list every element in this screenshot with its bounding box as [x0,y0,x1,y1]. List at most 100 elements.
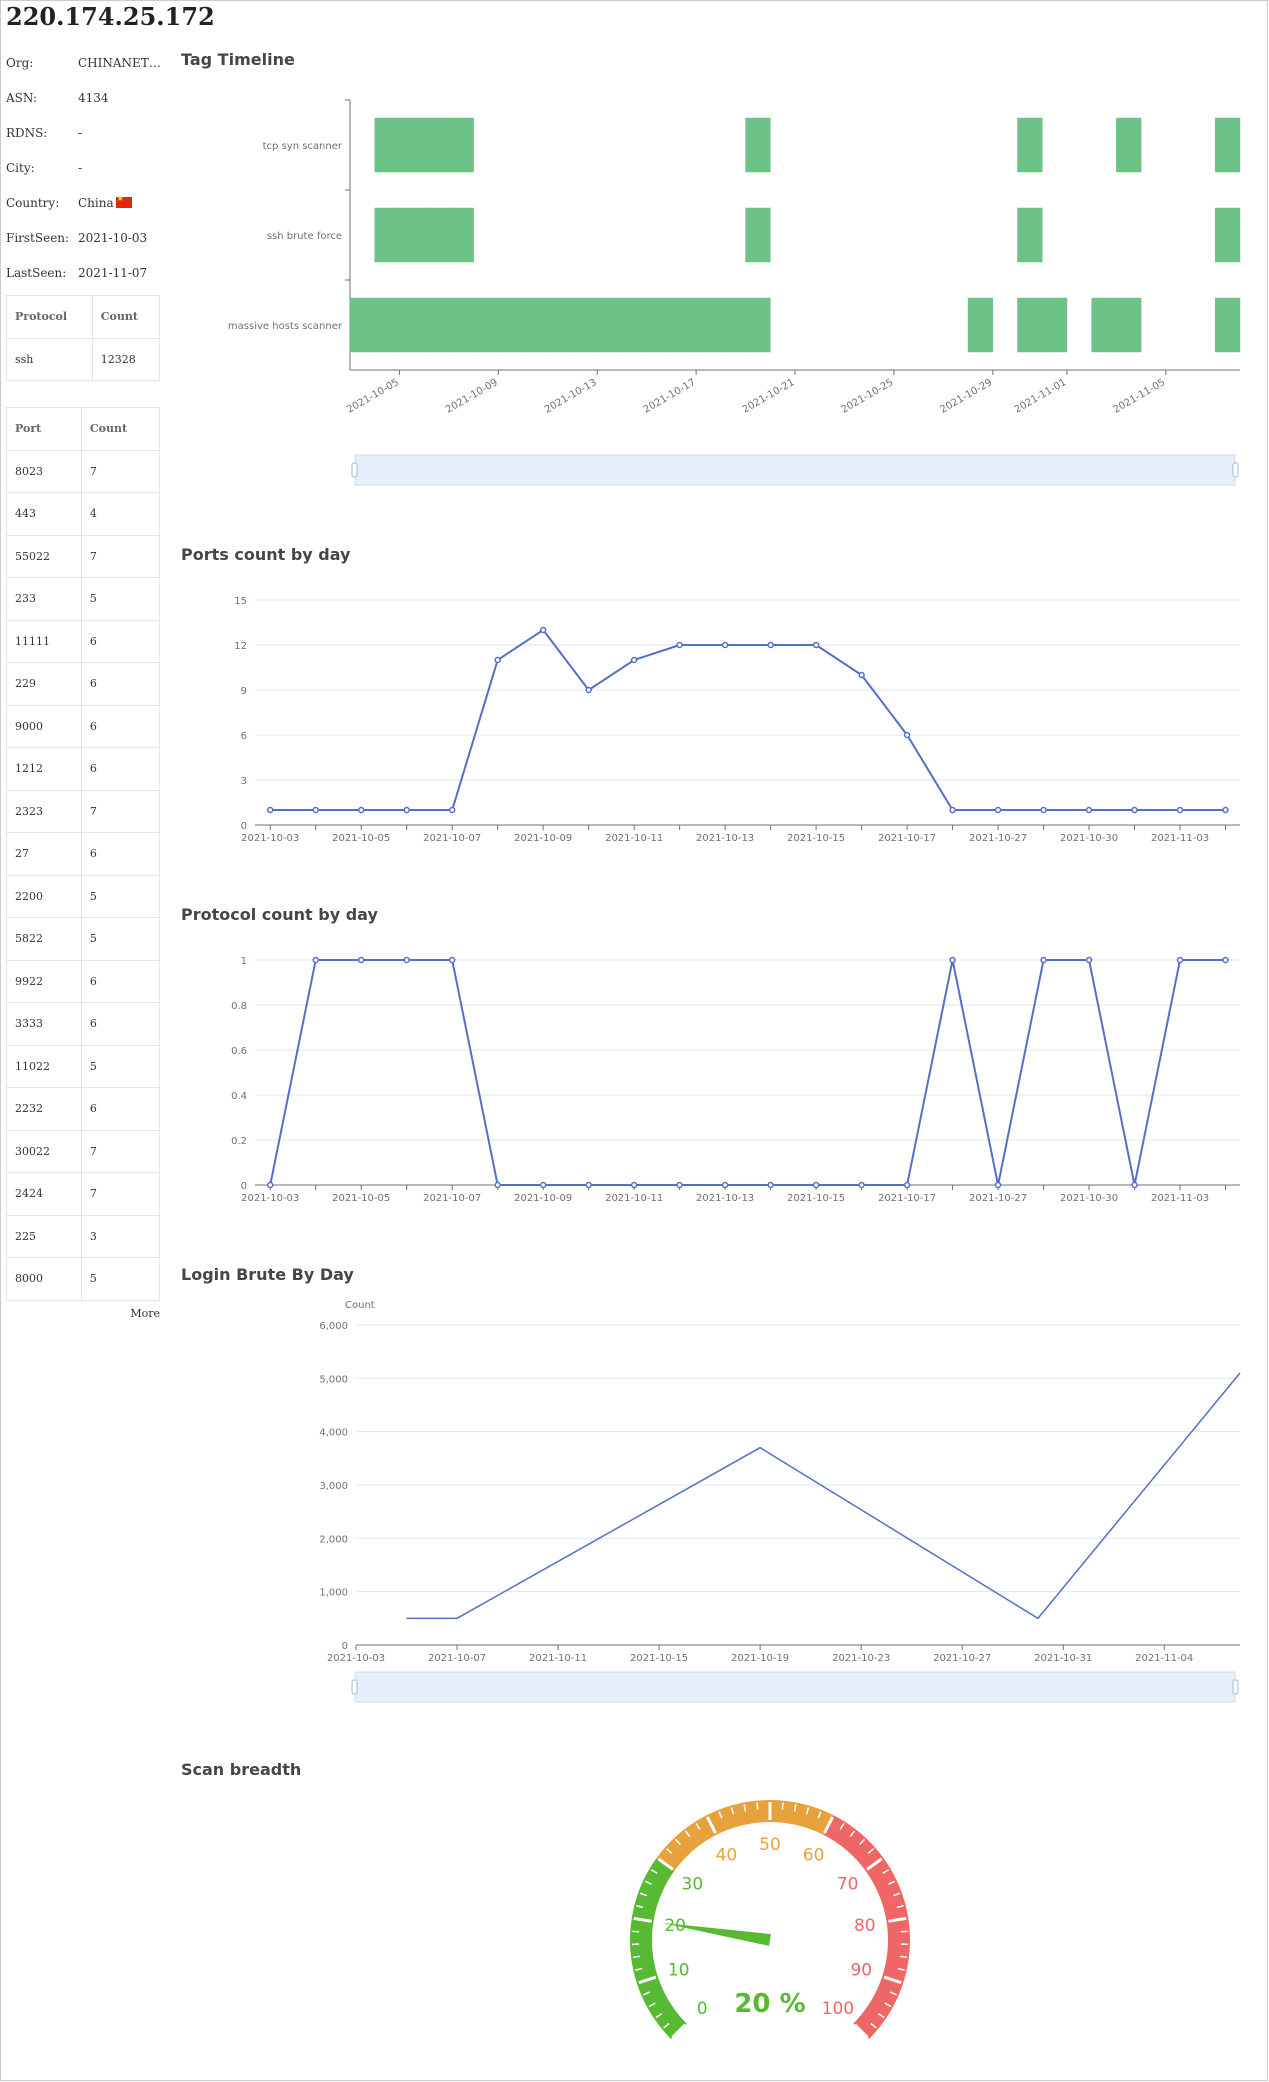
info-value: - [78,126,83,140]
data-point [949,806,956,814]
data-point [1222,806,1229,814]
gauge-minor-tick [884,2002,892,2008]
table-cell: 233 [6,577,82,621]
gauge-minor-tick [663,2022,670,2029]
gauge-major-tick [657,1857,674,1871]
gauge-minor-tick [896,1904,904,1909]
table-cell: 2424 [6,1172,82,1216]
table-row: 2232 6 [6,1087,161,1131]
table-cell: 2323 [6,789,82,833]
table-row: 3333 6 [6,1002,161,1046]
table-cell: 5 [80,917,161,961]
table-cell: 12328 [91,337,161,381]
y-tick-label: 3,000 [319,1481,348,1492]
table-row: 8023 7 [6,449,161,493]
gauge-major-tick [883,1975,902,1985]
timeline-bar [1215,207,1241,263]
timeline-bar [745,117,771,173]
table-cell: 6 [80,959,161,1003]
gauge-minor-tick [730,1807,735,1815]
x-tick-label: 2021-10-03 [327,1653,385,1664]
info-label: Org: [6,56,34,70]
data-zoom-slider[interactable] [354,1671,1236,1703]
timeline-bar [1041,297,1068,353]
gauge-major-tick [671,2023,687,2039]
x-tick-label: 2021-10-15 [787,1193,845,1204]
x-tick-label: 2021-10-29 [938,377,994,416]
gauge-minor-tick [644,1880,652,1885]
y-tick-label: 9 [241,686,247,697]
zoom-handle-right[interactable] [1232,462,1239,478]
gauge-minor-tick [632,1955,641,1959]
table-header-row: Protocol Count [6,295,161,339]
gauge-major-tick [633,1916,652,1923]
timeline-bar [473,297,499,353]
y-tick-label: 0 [241,821,247,832]
table-cell: 9000 [6,704,82,748]
table-cell: 5822 [6,917,82,961]
timeline-bar [399,297,425,353]
gauge-minor-tick [743,1804,747,1812]
gauge-pointer [661,1922,771,1946]
timeline-bar [349,297,375,353]
protocol-table: Protocol Count ssh 12328 [6,295,161,381]
data-point [858,1181,865,1189]
y-tick-label: 2,000 [319,1534,348,1545]
table-row: 443 4 [6,492,161,536]
gauge-minor-tick [650,1869,658,1874]
gauge-minor-tick [893,1892,901,1897]
gauge-major-tick [638,1975,657,1985]
x-tick-label: 2021-10-03 [241,833,299,844]
data-point [676,1181,683,1189]
gauge-minor-tick [756,1802,759,1810]
table-row: 1212 6 [6,747,161,791]
data-point [539,1181,547,1189]
table-cell: 6 [80,1002,161,1046]
timeline-bar [596,297,623,353]
table-cell: 443 [6,492,82,536]
x-tick-label: 2021-10-23 [832,1653,890,1664]
zoom-handle-left[interactable] [351,1679,358,1695]
timeline-bar [572,297,598,353]
timeline-bar [1091,297,1117,353]
tag-timeline-chart: tcp syn scanner ssh brute force massive ho… [228,99,1241,486]
y-tick-label: 0 [241,1181,247,1192]
more-link[interactable]: More [130,1306,160,1320]
gauge-major-tick [866,1857,883,1871]
table-row: 2323 7 [6,789,161,833]
table-cell: 7 [80,789,161,833]
timeline-bar [1017,207,1043,263]
port-table: Port Count 8023 7 443 4 55022 7 233 5 11111 6 229 6 90… [6,407,161,1301]
table-header-row: Port Count [6,407,161,451]
zoom-handle-left[interactable] [351,462,358,478]
gauge-minor-tick [897,1967,905,1971]
gauge-minor-tick [882,1869,890,1874]
table-cell: 55022 [6,534,82,578]
data-zoom-slider[interactable] [354,454,1236,486]
gauge-tick-label: 0 [697,1999,708,2019]
zoom-handle-right[interactable] [1232,1679,1239,1695]
data-point [403,956,410,964]
data-point [676,641,683,649]
x-tick-label: 2021-10-17 [878,1193,936,1204]
timeline-bar [720,297,746,353]
gauge-tick-label: 100 [822,1999,854,2019]
x-tick-label: 2021-10-05 [345,377,401,416]
gauge-tick-label: 60 [803,1845,825,1865]
data-point [949,956,956,964]
table-row: 11022 5 [6,1044,161,1088]
table-cell: ssh [6,337,93,381]
gauge-tick-label: 40 [716,1845,738,1865]
y-tick-label: 15 [234,596,247,607]
info-value: CHINANET… [78,56,160,70]
y-tick-label: 5,000 [319,1374,348,1385]
info-row: ASN: 4134 [6,85,160,120]
info-label: LastSeen: [6,266,67,280]
x-tick-label: 2021-10-27 [969,833,1027,844]
y-tick-label: 0.2 [231,1136,247,1147]
table-cell: 3 [80,1214,161,1258]
gauge-tick-label: 30 [682,1875,704,1895]
table-cell: 7 [80,449,161,493]
info-label: City: [6,161,35,175]
